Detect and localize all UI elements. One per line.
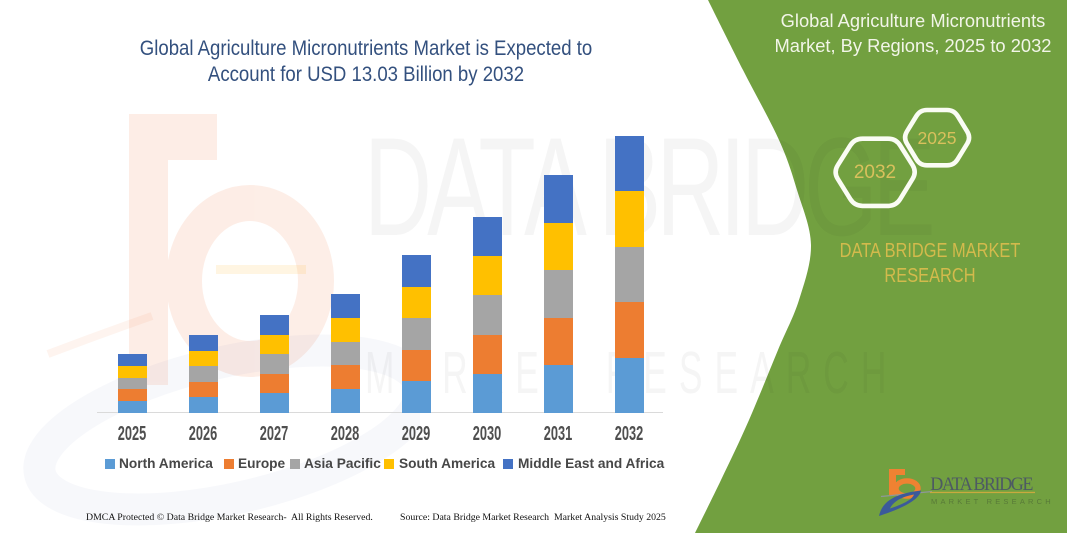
svg-text:DATA BRIDGE: DATA BRIDGE	[930, 474, 1035, 496]
svg-text:MARKET RESEARCH: MARKET RESEARCH	[931, 497, 1054, 506]
